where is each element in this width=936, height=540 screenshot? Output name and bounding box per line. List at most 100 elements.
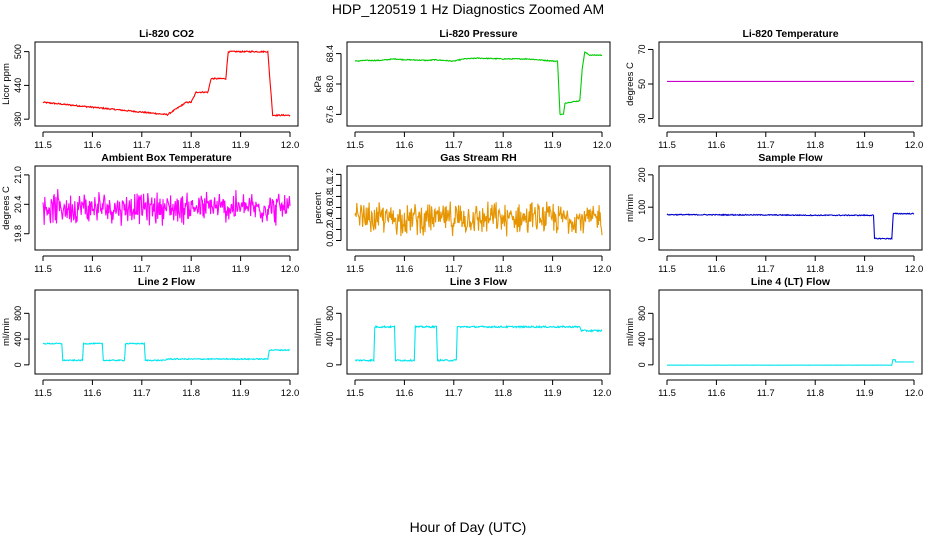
x-tick-label: 11.5 — [346, 264, 364, 275]
x-tick-label: 12.0 — [593, 140, 612, 151]
y-axis-label: percent — [313, 192, 324, 224]
y-axis-label: kPa — [313, 75, 324, 92]
x-tick-label: 11.7 — [757, 388, 775, 399]
x-tick-label: 11.8 — [806, 140, 824, 151]
x-tick-label: 11.8 — [494, 264, 512, 275]
panel-title: Gas Stream RH — [440, 152, 516, 164]
y-axis-label: degrees C — [625, 62, 636, 106]
y-axis-label: Licor ppm — [1, 63, 12, 105]
x-tick-label: 11.6 — [84, 388, 102, 399]
y-tick-label: 20.4 — [13, 196, 23, 214]
x-tick-label: 11.6 — [396, 264, 414, 275]
series-line — [354, 324, 603, 363]
y-tick-label: 400 — [13, 332, 23, 347]
y-tick-label: 440 — [13, 78, 23, 93]
x-tick-label: 12.0 — [593, 264, 612, 275]
x-tick-label: 12.0 — [593, 388, 612, 399]
panel-5: Gas Stream RH percent 11.5 11.6 11.7 11.8 11.9… — [313, 152, 611, 275]
panel-8: Line 3 Flow ml/min 11.5 11.6 11.7 11.8 11.9 12.… — [313, 276, 611, 399]
y-tick-label: 0 — [13, 362, 23, 367]
x-tick-label: 11.6 — [84, 264, 102, 275]
x-tick-label: 11.7 — [445, 264, 463, 275]
panel-4: Ambient Box Temperature degrees C 11.5 11.6… — [1, 152, 299, 275]
x-tick-label: 12.0 — [281, 140, 300, 151]
panel-9: Line 4 (LT) Flow ml/min 11.5 11.6 11.7 11.8 11… — [625, 276, 923, 399]
plot-frame — [34, 289, 299, 375]
series-line — [42, 189, 291, 226]
panel-3: Li-820 Temperature degrees C 11.5 11.6 11.7 1… — [625, 28, 923, 151]
series-line — [354, 51, 603, 116]
y-tick-label: 800 — [325, 306, 335, 321]
y-tick-label: 70 — [637, 44, 647, 54]
x-tick-label: 11.5 — [346, 140, 364, 151]
x-tick-label: 11.8 — [494, 388, 512, 399]
y-tick-label: 0 — [325, 362, 335, 367]
y-axis-label: degrees C — [1, 186, 12, 230]
series-line — [354, 201, 603, 237]
x-tick-label: 11.6 — [708, 388, 726, 399]
x-tick-label: 11.5 — [346, 388, 364, 399]
x-tick-label: 11.9 — [856, 264, 874, 275]
plot-frame — [658, 41, 923, 127]
x-tick-label: 11.8 — [494, 140, 512, 151]
y-tick-label: 200 — [637, 167, 647, 182]
x-tick-label: 11.7 — [133, 264, 151, 275]
y-axis-label: ml/min — [1, 318, 12, 346]
x-tick-label: 11.8 — [182, 264, 200, 275]
x-tick-label: 12.0 — [905, 264, 924, 275]
series-line — [42, 49, 291, 117]
y-tick-label: 0 — [637, 362, 647, 367]
plot-frame — [346, 289, 611, 375]
y-tick-label: 800 — [637, 306, 647, 321]
x-tick-label: 11.8 — [182, 388, 200, 399]
x-tick-label: 11.9 — [232, 264, 250, 275]
x-tick-label: 11.6 — [396, 388, 414, 399]
x-tick-label: 11.9 — [232, 388, 250, 399]
x-tick-label: 11.7 — [757, 140, 775, 151]
x-tick-label: 11.9 — [856, 388, 874, 399]
y-tick-label: 100 — [637, 200, 647, 215]
x-tick-label: 11.5 — [658, 140, 676, 151]
y-tick-label: 30 — [637, 114, 647, 124]
x-tick-label: 12.0 — [905, 140, 924, 151]
x-tick-label: 11.5 — [658, 388, 676, 399]
x-tick-label: 11.9 — [544, 264, 562, 275]
x-tick-label: 12.0 — [281, 264, 300, 275]
plot-frame — [658, 289, 923, 375]
y-tick-label: 67.6 — [325, 106, 335, 124]
y-tick-label: 400 — [637, 332, 647, 347]
x-tick-label: 11.5 — [658, 264, 676, 275]
x-tick-label: 11.9 — [856, 140, 874, 151]
panel-title: Line 3 Flow — [450, 276, 508, 288]
y-tick-label: 1.0 — [325, 179, 335, 192]
x-tick-label: 11.6 — [84, 140, 102, 151]
y-tick-label: 400 — [325, 332, 335, 347]
x-tick-label: 11.9 — [544, 140, 562, 151]
x-tick-label: 11.8 — [182, 140, 200, 151]
x-axis-label: Hour of Day (UTC) — [409, 519, 527, 535]
y-axis-label: ml/min — [625, 318, 636, 346]
x-tick-label: 11.7 — [133, 140, 151, 151]
y-tick-label: 500 — [13, 44, 23, 59]
y-tick-label: 0.2 — [325, 223, 335, 236]
y-tick-label: 68.4 — [325, 45, 335, 63]
y-tick-label: 0.8 — [325, 190, 335, 203]
x-tick-label: 11.8 — [806, 264, 824, 275]
x-tick-label: 11.7 — [757, 264, 775, 275]
x-tick-label: 11.8 — [806, 388, 824, 399]
plot-frame — [34, 41, 299, 127]
y-tick-label: 800 — [13, 306, 23, 321]
x-tick-label: 11.7 — [445, 388, 463, 399]
y-axis-label: ml/min — [625, 194, 636, 222]
x-tick-label: 12.0 — [905, 388, 924, 399]
panel-title: Li-820 Temperature — [742, 28, 838, 40]
panel-7: Line 2 Flow ml/min 11.5 11.6 11.7 11.8 11.9 12.… — [1, 276, 299, 399]
y-tick-label: 0.0 — [325, 234, 335, 247]
panel-title: Sample Flow — [758, 152, 823, 164]
y-tick-label: 0.4 — [325, 212, 335, 225]
panel-1: Li-820 CO2 Licor ppm 11.5 11.6 11.7 11.8 11.9 1… — [1, 28, 299, 151]
y-tick-label: 21.0 — [13, 166, 23, 184]
x-tick-label: 11.5 — [34, 140, 52, 151]
x-tick-label: 11.6 — [708, 264, 726, 275]
panel-title: Line 4 (LT) Flow — [751, 276, 831, 288]
